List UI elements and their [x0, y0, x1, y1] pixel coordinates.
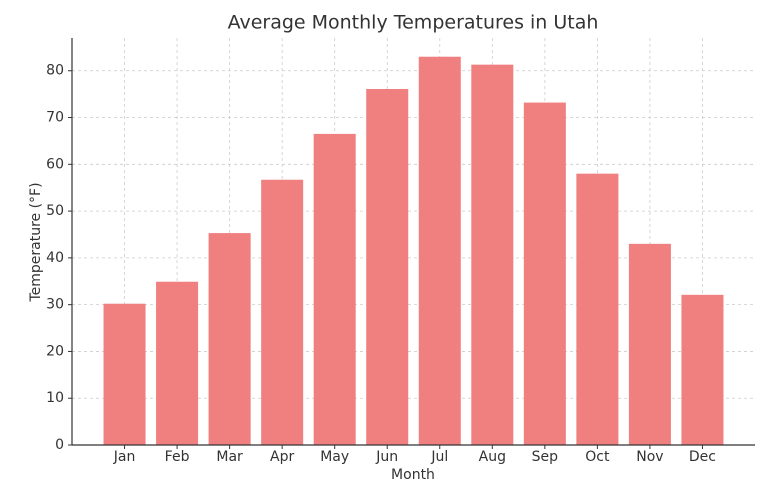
y-tick-label: 20 — [46, 343, 64, 359]
bar — [681, 294, 724, 445]
bar — [576, 173, 619, 445]
y-tick-label: 60 — [46, 156, 64, 172]
y-axis-label: Temperature (°F) — [28, 182, 44, 302]
x-tick-label: Nov — [636, 449, 663, 465]
bar — [156, 281, 199, 445]
y-tick-label: 80 — [46, 63, 64, 79]
y-tick-label: 50 — [46, 203, 64, 219]
bar — [261, 179, 304, 445]
y-tick-label: 30 — [46, 297, 64, 313]
x-tick-label: Feb — [165, 449, 190, 465]
bar — [523, 102, 566, 445]
y-tick-label: 70 — [46, 110, 64, 126]
bar — [313, 133, 356, 446]
y-tick-label: 0 — [55, 437, 64, 453]
x-tick-label: Mar — [216, 449, 243, 465]
bar — [103, 303, 146, 445]
x-tick-label: Dec — [689, 449, 716, 465]
x-tick-label: Jan — [113, 449, 136, 465]
x-tick-label: Aug — [479, 449, 506, 465]
x-tick-label: Jul — [430, 449, 448, 465]
y-tick-label: 40 — [46, 250, 64, 266]
x-tick-label: Oct — [585, 449, 610, 465]
x-tick-label: Sep — [532, 449, 559, 465]
bar — [471, 64, 514, 445]
x-axis-label: Month — [391, 467, 435, 483]
bar — [418, 56, 461, 445]
chart-title: Average Monthly Temperatures in Utah — [228, 12, 599, 34]
bar — [628, 243, 671, 445]
y-tick-label: 10 — [46, 390, 64, 406]
bar — [366, 88, 409, 446]
x-tick-label: May — [320, 449, 349, 465]
x-tick-label: Apr — [270, 449, 294, 465]
bar — [208, 233, 251, 445]
x-tick-label: Jun — [375, 449, 398, 465]
